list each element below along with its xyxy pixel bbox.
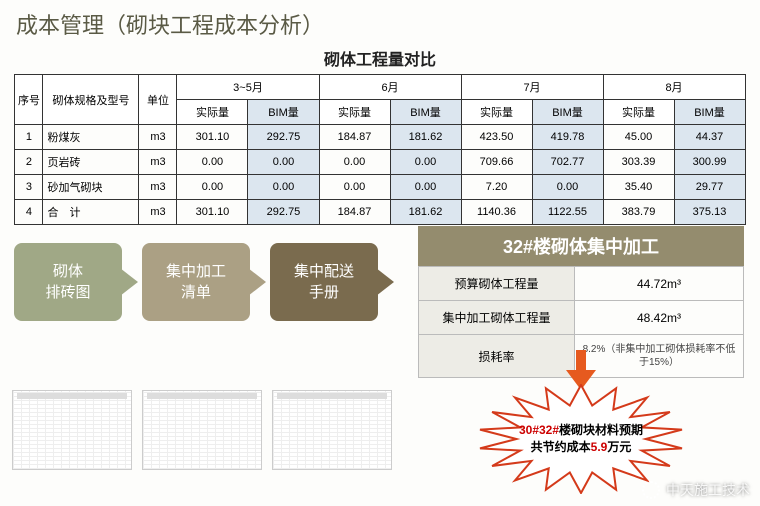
process-box: 集中加工清单 [142,243,250,321]
panel-header: 32#楼砌体集中加工 [418,226,744,266]
table-title: 砌体工程量对比 [0,46,760,70]
watermark-logo-icon [642,481,660,499]
chevron-right-icon [120,268,138,296]
burst-text: 30#32#楼砌块材料预期 共节约成本5.9万元 [519,422,643,456]
chevron-right-icon [248,268,266,296]
comparison-table: 序号砌体规格及型号单位3~5月6月7月8月实际量BIM量实际量BIM量实际量BI… [14,74,745,225]
thumbnail-row [12,390,392,470]
chevron-right-icon [376,268,394,296]
callout-burst: 30#32#楼砌块材料预期 共节约成本5.9万元 [464,384,698,494]
thumbnail [12,390,132,470]
watermark-text: 中天施工技术 [666,480,750,500]
process-box: 集中配送手册 [270,243,378,321]
process-box: 砌体排砖图 [14,243,122,321]
page-title: 成本管理（砌块工程成本分析） [0,0,760,40]
thumbnail [142,390,262,470]
thumbnail [272,390,392,470]
watermark: 中天施工技术 [642,480,750,500]
